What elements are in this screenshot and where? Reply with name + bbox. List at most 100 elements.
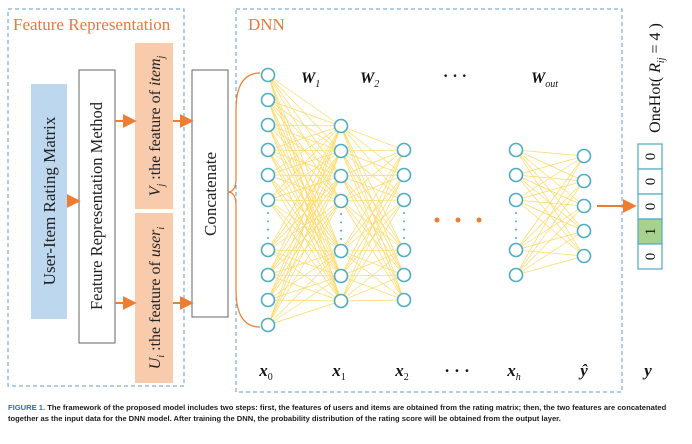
hidden-h-node — [508, 167, 524, 183]
feature-representation-title: Feature Representation — [13, 15, 171, 34]
onehot-label-text: OneHot( — [647, 77, 664, 133]
network-edge — [267, 275, 342, 326]
svg-text:OneHot( Rij = 4 ): OneHot( Rij = 4 ) — [647, 23, 667, 133]
feature-representation-frame — [7, 8, 185, 387]
layer-ellipsis-dot — [340, 213, 342, 215]
hidden-2-node — [396, 242, 412, 258]
output-node — [576, 223, 592, 239]
network-edge — [267, 125, 342, 301]
input-node — [260, 142, 276, 158]
network-edge — [515, 155, 585, 251]
item-feature-box — [135, 43, 173, 209]
network-edge — [515, 149, 585, 157]
hidden-h-node — [508, 192, 524, 208]
onehot-eq: = 4 ) — [647, 23, 664, 53]
dnn-title: DNN — [248, 15, 285, 34]
network-edge — [340, 249, 405, 302]
network-edge — [515, 155, 585, 201]
layer-label: x1 — [331, 361, 346, 383]
hidden-1-node — [333, 118, 349, 134]
concatenate-box — [191, 69, 229, 318]
onehot-vector: 0 0 0 1 0 — [637, 143, 663, 270]
network-edge — [340, 149, 405, 302]
layer-label-symbol: x — [331, 361, 341, 380]
layer-label-subscript: h — [516, 372, 521, 383]
caption-figure-number: FIGURE 1. — [8, 403, 46, 412]
output-node — [576, 198, 592, 214]
network-edge — [267, 125, 342, 276]
input-node — [260, 92, 276, 108]
concatenate-label: Concatenate — [201, 152, 220, 236]
item-feature-word-subscript: j — [156, 55, 167, 60]
hidden-2-node — [396, 267, 412, 283]
weight-label-w2: W2 — [360, 70, 379, 90]
item-feature-label: Vj :the feature of itemj — [147, 55, 167, 196]
network-edge — [515, 180, 585, 201]
network-edge — [267, 125, 342, 251]
hidden-1-node — [333, 243, 349, 259]
network-edge — [340, 274, 405, 302]
user-feature-word-subscript: i — [156, 227, 167, 230]
weight-label-wout: Wout — [531, 70, 558, 90]
network-edge — [267, 175, 342, 326]
rating-matrix-label: User-Item Rating Matrix — [40, 116, 59, 285]
output-node — [576, 248, 592, 264]
network-edge — [267, 125, 342, 176]
network-edge — [340, 299, 405, 302]
network-edges — [267, 74, 585, 326]
layer-ellipsis-dot — [267, 228, 269, 231]
network-edge — [340, 149, 405, 152]
network-edge — [267, 125, 342, 151]
layer-label-subscript: 2 — [404, 372, 409, 383]
hidden-2-node — [396, 167, 412, 183]
onehot-cell — [637, 218, 663, 245]
network-edge — [340, 174, 405, 202]
input-node — [260, 242, 276, 258]
rating-matrix-box — [31, 84, 67, 319]
hidden-ellipsis-dot — [455, 217, 461, 223]
onehot-cell-value: 0 — [643, 178, 659, 186]
input-node — [260, 192, 276, 208]
user-feature-label: Ui :the feature of useri — [147, 227, 167, 370]
network-edge — [340, 149, 405, 252]
hidden-2-node — [396, 142, 412, 158]
layer-ellipsis-dot — [340, 229, 342, 232]
network-edge — [340, 149, 405, 202]
layer-ellipsis-dot — [267, 237, 269, 239]
method-label: Feature Representation Method — [87, 101, 106, 310]
network-edge — [340, 249, 405, 277]
onehot-label: OneHot( Rij = 4 ) — [647, 23, 667, 133]
layer-ellipsis-dot — [515, 228, 517, 231]
weight-label-w1: W1 — [301, 70, 320, 90]
hidden-2-node — [396, 292, 412, 308]
network-edge — [515, 155, 585, 276]
hidden-2-node — [396, 192, 412, 208]
onehot-cell — [637, 193, 663, 220]
onehot-var-subscript: ij — [656, 57, 667, 63]
hidden-1-node — [333, 293, 349, 309]
caption-text: The framework of the proposed model incl… — [8, 403, 667, 423]
layer-ellipsis-dot — [340, 221, 342, 224]
item-feature-text: :the feature of — [147, 89, 164, 179]
hidden-ellipsis-dot — [434, 217, 440, 223]
layer-ellipsis-dot — [403, 212, 405, 214]
layer-label-symbol: x — [506, 361, 516, 380]
input-node — [260, 167, 276, 183]
network-edge — [267, 125, 342, 201]
hidden-ellipsis-dot — [476, 217, 482, 223]
network-edge — [340, 125, 405, 151]
concat-brace — [227, 72, 261, 328]
network-edge — [515, 180, 585, 276]
network-edge — [515, 155, 585, 176]
network-edge — [267, 74, 342, 127]
input-node — [260, 317, 276, 333]
network-edge — [267, 124, 342, 127]
hidden-1-node — [333, 193, 349, 209]
network-edge — [340, 174, 405, 302]
layer-ellipsis-dot — [515, 220, 517, 223]
figure-caption: FIGURE 1. The framework of the proposed … — [8, 403, 688, 424]
layer-ellipsis-dot — [340, 238, 342, 240]
network-edge — [267, 300, 342, 326]
network-nodes — [260, 67, 592, 333]
